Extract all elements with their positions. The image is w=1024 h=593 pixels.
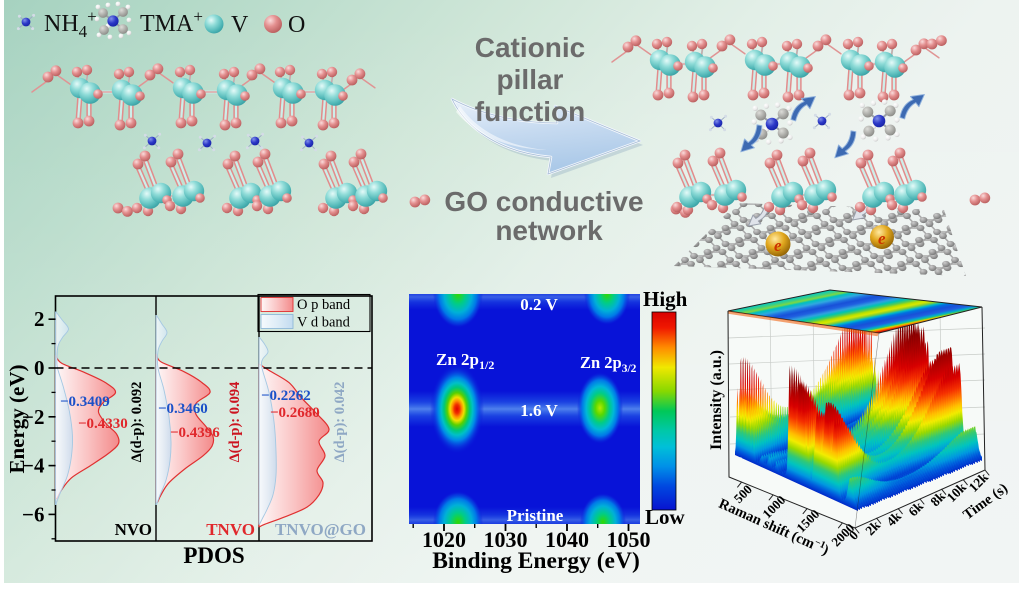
svg-text:−4: −4: [22, 454, 45, 478]
svg-text:O: O: [288, 12, 305, 38]
svg-text:function: function: [475, 96, 585, 127]
svg-text:−2: −2: [22, 405, 44, 429]
svg-text:−0.2262: −0.2262: [261, 388, 311, 404]
svg-text:−6: −6: [22, 502, 44, 526]
svg-text:−0.4330: −0.4330: [78, 416, 128, 432]
svg-text:1050: 1050: [607, 527, 651, 552]
svg-text:Intensity (a.u.): Intensity (a.u.): [708, 350, 725, 450]
svg-text:TMA+: TMA+: [140, 7, 203, 37]
svg-text:TNVO@GO: TNVO@GO: [275, 520, 366, 539]
svg-text:Δ(d-p): 0.092: Δ(d-p): 0.092: [129, 382, 145, 463]
svg-text:Energy (eV): Energy (eV): [5, 364, 29, 473]
svg-text:Δ(d-p): 0.094: Δ(d-p): 0.094: [227, 382, 243, 463]
svg-text:NVO: NVO: [115, 520, 152, 539]
svg-text:V d band: V d band: [297, 315, 351, 331]
svg-text:−0.4396: −0.4396: [170, 425, 220, 441]
svg-text:1.6 V: 1.6 V: [520, 401, 558, 420]
svg-text:−0.3460: −0.3460: [158, 401, 208, 417]
svg-text:−0.3409: −0.3409: [60, 394, 110, 410]
svg-text:pillar: pillar: [497, 64, 564, 95]
svg-text:V: V: [231, 12, 249, 38]
svg-text:1020: 1020: [422, 527, 466, 552]
svg-text:O p band: O p band: [297, 297, 351, 313]
svg-text:e: e: [774, 236, 782, 255]
svg-text:network: network: [495, 215, 603, 246]
svg-text:1040: 1040: [545, 527, 589, 552]
svg-text:e: e: [878, 229, 886, 248]
svg-text:Cationic: Cationic: [475, 32, 585, 63]
svg-text:−0.2680: −0.2680: [270, 405, 320, 421]
svg-text:2: 2: [34, 307, 45, 331]
svg-text:1030: 1030: [484, 527, 528, 552]
svg-text:Low: Low: [645, 505, 686, 529]
svg-text:Pristine: Pristine: [507, 506, 564, 525]
svg-text:PDOS: PDOS: [183, 543, 244, 568]
svg-text:Δ(d-p): 0.042: Δ(d-p): 0.042: [332, 382, 348, 463]
svg-text:GO conductive: GO conductive: [444, 186, 643, 217]
svg-text:High: High: [643, 287, 688, 311]
svg-text:NH4+: NH4+: [44, 7, 97, 41]
svg-text:Binding Energy (eV): Binding Energy (eV): [432, 548, 640, 574]
svg-text:0: 0: [34, 356, 45, 380]
svg-text:0.2 V: 0.2 V: [520, 295, 558, 314]
svg-text:TNVO: TNVO: [206, 520, 255, 539]
